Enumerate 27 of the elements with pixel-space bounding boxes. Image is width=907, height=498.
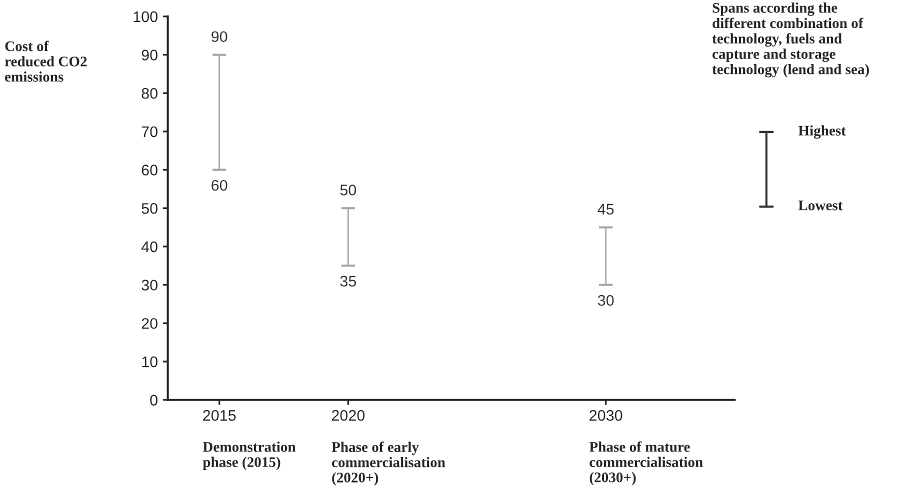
annotation: 30 bbox=[598, 294, 614, 306]
text: Lowest bbox=[798, 200, 843, 210]
x-tick-label: 2020 bbox=[332, 410, 365, 421]
annotation: Spans according the different combination of technology, fuels and capture and storage technology (lend and sea) bbox=[712, 2, 869, 78]
y-tick-label: 30 bbox=[142, 280, 158, 291]
y-tick-label: 40 bbox=[141, 241, 158, 252]
y-tick-label: 90 bbox=[142, 50, 158, 60]
annotation: 50 bbox=[340, 184, 356, 196]
y-tick-label: 0 bbox=[150, 394, 158, 406]
text: Highest bbox=[798, 125, 846, 139]
y-tick-label: 70 bbox=[142, 126, 158, 138]
x-tick-label: 2015 bbox=[203, 410, 236, 421]
y-tick-label: 20 bbox=[142, 318, 158, 329]
y-tick-label: 100 bbox=[134, 11, 158, 22]
y-tick-label: 10 bbox=[142, 356, 158, 368]
text: Phase of early commercialisation (2020+) bbox=[332, 442, 446, 486]
annotation: 60 bbox=[212, 180, 228, 191]
text: Demonstration phase (2015) bbox=[202, 442, 296, 470]
annotation: 45 bbox=[598, 204, 614, 215]
annotation: 90 bbox=[212, 31, 228, 42]
annotation: 35 bbox=[340, 276, 356, 287]
y-axis-title: Cost of reduced CO2 emissions bbox=[4, 40, 87, 82]
y-tick-label: 60 bbox=[142, 164, 158, 176]
y-tick-label: 50 bbox=[142, 203, 158, 214]
x-tick-label: 2030 bbox=[590, 410, 622, 421]
y-tick-label: 80 bbox=[142, 88, 158, 99]
text: Phase of mature commercialisation (2030+) bbox=[589, 441, 703, 486]
